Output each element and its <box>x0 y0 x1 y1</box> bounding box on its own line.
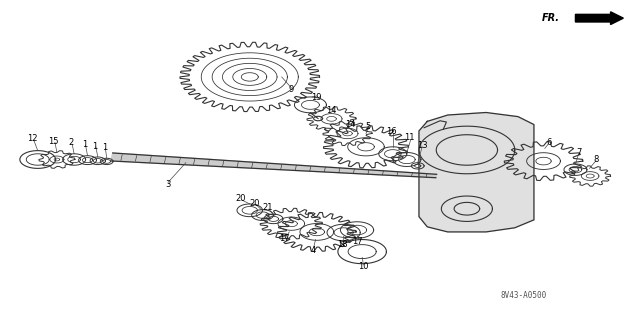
Text: 17: 17 <box>280 234 290 243</box>
Text: 12: 12 <box>28 134 38 143</box>
Text: 6: 6 <box>546 137 551 146</box>
Text: 8: 8 <box>593 155 598 164</box>
Text: 11: 11 <box>404 133 415 142</box>
Text: 3: 3 <box>165 181 171 189</box>
Text: 17: 17 <box>352 237 362 246</box>
Text: 7: 7 <box>576 148 581 157</box>
Polygon shape <box>111 153 436 178</box>
Text: 10: 10 <box>358 262 369 271</box>
Polygon shape <box>575 12 623 25</box>
Text: 1: 1 <box>93 142 98 151</box>
Text: 18: 18 <box>337 240 348 249</box>
Text: 14: 14 <box>346 120 356 129</box>
Text: 2: 2 <box>68 138 74 147</box>
Text: 8V43-A0500: 8V43-A0500 <box>500 291 547 300</box>
Text: 19: 19 <box>312 93 322 102</box>
Text: 4: 4 <box>311 246 316 255</box>
Text: 20: 20 <box>235 194 245 203</box>
Text: 5: 5 <box>365 122 371 131</box>
Text: 15: 15 <box>48 137 58 145</box>
Text: 16: 16 <box>386 127 397 136</box>
Text: 9: 9 <box>289 85 294 94</box>
Text: 20: 20 <box>250 199 260 208</box>
Text: 1: 1 <box>102 143 108 152</box>
Text: 21: 21 <box>262 203 273 212</box>
Text: 1: 1 <box>83 140 88 149</box>
Text: 14: 14 <box>326 106 337 115</box>
Text: FR.: FR. <box>541 13 559 23</box>
Polygon shape <box>419 113 534 232</box>
Text: 13: 13 <box>417 141 428 150</box>
